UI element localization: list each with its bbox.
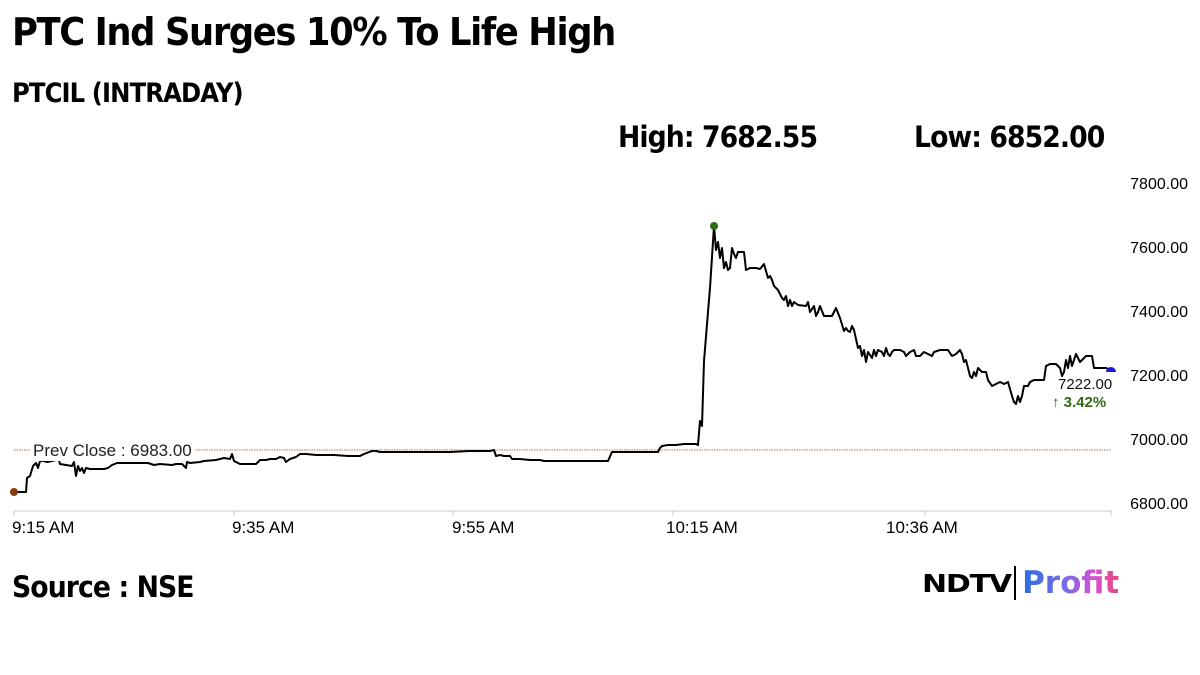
y-tick: 7800.00 xyxy=(1130,176,1188,193)
y-tick: 6800.00 xyxy=(1130,496,1188,513)
high-marker xyxy=(710,222,718,230)
source-label: Source : NSE xyxy=(12,570,195,604)
x-tick: 9:55 AM xyxy=(452,518,515,537)
y-tick: 7000.00 xyxy=(1130,432,1188,449)
page-title: PTC Ind Surges 10% To Life High xyxy=(12,10,616,54)
x-tick: 9:35 AM xyxy=(232,518,295,537)
ndtv-profit-logo: NDTV Profit xyxy=(922,563,1119,603)
change-percent-label: ↑ 3.42% xyxy=(1052,394,1107,411)
prev-close-label: Prev Close : 6983.00 xyxy=(30,441,195,461)
y-tick: 7200.00 xyxy=(1130,368,1188,385)
last-price-label: 7222.00 xyxy=(1058,376,1113,393)
x-tick: 9:15 AM xyxy=(12,518,75,537)
x-tick: 10:15 AM xyxy=(666,518,738,537)
y-tick: 7600.00 xyxy=(1130,240,1188,257)
logo-profit-text: Profit xyxy=(1022,565,1120,601)
end-marker xyxy=(1106,367,1116,372)
y-tick: 7400.00 xyxy=(1130,304,1188,321)
x-tick: 10:36 AM xyxy=(886,518,958,537)
chart-subtitle: PTCIL (INTRADAY) xyxy=(12,78,244,109)
low-stat: Low: 6852.00 xyxy=(914,120,1105,154)
start-marker xyxy=(10,488,18,496)
logo-ndtv-text: NDTV xyxy=(922,568,1012,598)
logo-divider xyxy=(1014,566,1017,600)
high-stat: High: 7682.55 xyxy=(618,120,818,154)
price-line xyxy=(14,225,1112,493)
